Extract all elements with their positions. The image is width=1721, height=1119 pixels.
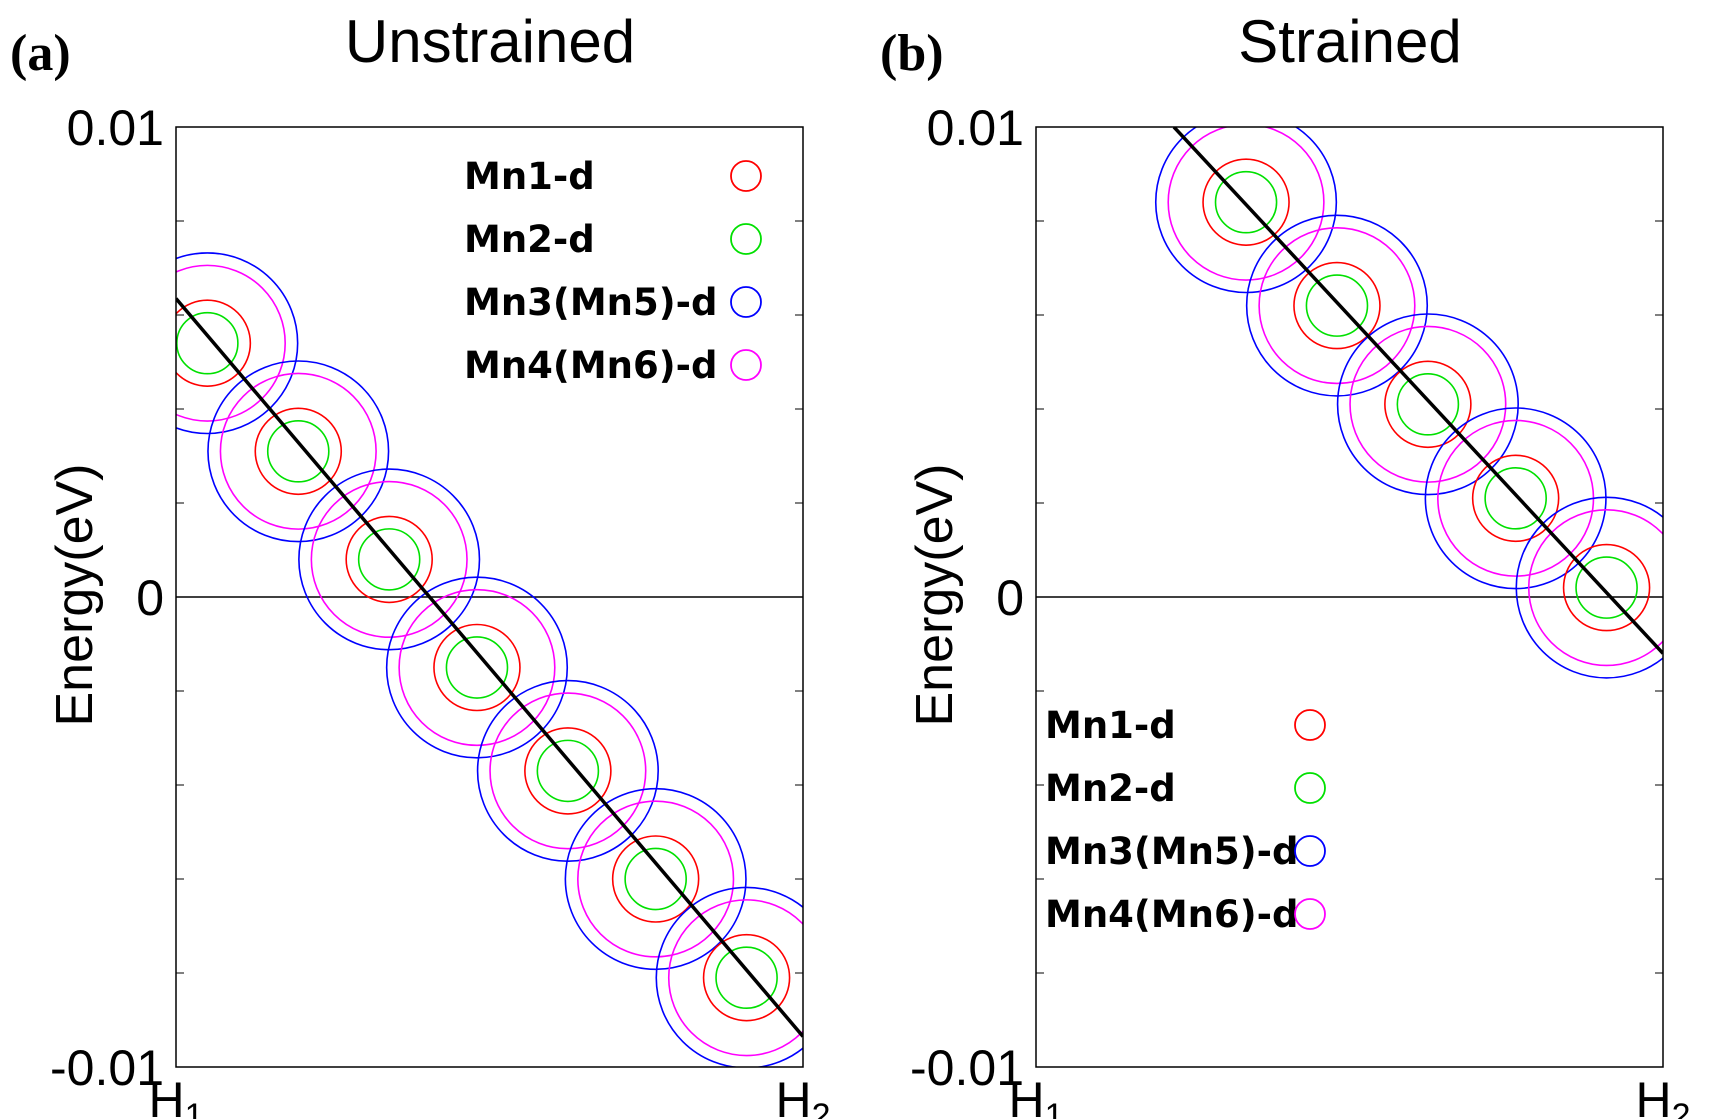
y-axis-label: Energy(eV) <box>906 464 964 727</box>
legend-marker <box>730 349 762 381</box>
x-tick-label: H1 <box>1008 1072 1063 1119</box>
legend-marker <box>1294 898 1326 930</box>
y-axis-label: Energy(eV) <box>46 464 104 727</box>
marker-mn2-d <box>1396 372 1460 436</box>
marker-mn2-d <box>536 739 600 803</box>
marker-mn4-mn6-d <box>176 264 286 422</box>
marker-mn4-mn6-d <box>219 372 377 530</box>
marker-mn3-mn5-d <box>1245 214 1429 397</box>
panel-label: (a) <box>10 25 71 82</box>
weight-markers <box>1154 127 1663 679</box>
plot-frame <box>1035 126 1664 1068</box>
marker-mn3-mn5-d <box>1515 496 1663 679</box>
marker-mn4-mn6-d <box>1167 127 1325 281</box>
marker-mn1-d <box>345 515 433 604</box>
legend-label: Mn3(Mn5)-d <box>464 281 717 324</box>
x-tick-sub: 1 <box>1045 1097 1064 1119</box>
x-tick-label: H2 <box>1635 1072 1690 1119</box>
y-tick-label: 0.01 <box>927 100 1024 156</box>
plot-frame <box>175 126 804 1068</box>
weight-markers <box>176 252 803 1067</box>
legend: Mn1-d Mn2-d Mn3(Mn5)-d Mn4(Mn6)-d <box>464 155 762 387</box>
marker-mn2-d <box>1575 556 1638 619</box>
legend-marker <box>730 286 762 318</box>
band-line <box>176 297 803 1038</box>
panel-title: Unstrained <box>345 8 635 75</box>
x-tick-label: H2 <box>775 1072 830 1119</box>
legend-label: Mn3(Mn5)-d <box>1045 830 1298 873</box>
x-tick-main: H <box>1635 1072 1671 1119</box>
marker-mn4-mn6-d <box>1349 325 1507 483</box>
x-tick-sub: 2 <box>812 1097 831 1119</box>
marker-mn4-mn6-d <box>1527 508 1663 667</box>
legend-label: Mn4(Mn6)-d <box>1045 893 1298 936</box>
marker-mn3-mn5-d <box>1336 313 1519 496</box>
legend-label: Mn2-d <box>464 218 595 261</box>
y-tick-label: 0 <box>996 570 1024 626</box>
marker-mn1-d <box>611 835 700 923</box>
x-tick-sub: 1 <box>185 1097 204 1119</box>
marker-mn3-mn5-d <box>385 576 569 759</box>
marker-mn4-mn6-d <box>667 899 803 1057</box>
marker-mn4-mn6-d <box>310 480 468 639</box>
marker-mn1-d <box>524 727 612 815</box>
legend-marker <box>730 223 762 255</box>
marker-mn2-d <box>357 528 421 591</box>
x-tick-label: H1 <box>148 1072 203 1119</box>
panel-title: Strained <box>1238 8 1461 75</box>
y-tick-label: -0.01 <box>50 1040 164 1096</box>
marker-mn2-d <box>176 311 239 375</box>
marker-mn4-mn6-d <box>1258 226 1416 385</box>
marker-mn3-mn5-d <box>176 252 299 435</box>
marker-mn1-d <box>1562 543 1651 632</box>
marker-mn1-d <box>433 623 521 712</box>
marker-mn4-mn6-d <box>489 692 647 850</box>
marker-mn1-d <box>176 299 252 387</box>
marker-mn2-d <box>1214 170 1278 234</box>
legend-label: Mn4(Mn6)-d <box>464 344 717 387</box>
marker-mn1-d <box>702 933 791 1022</box>
legend: Mn1-d Mn2-d Mn3(Mn5)-d Mn4(Mn6)-d <box>1045 704 1326 936</box>
x-tick-main: H <box>775 1072 811 1119</box>
legend-label: Mn1-d <box>464 155 595 198</box>
legend-marker <box>730 160 762 192</box>
marker-mn3-mn5-d <box>564 787 747 971</box>
y-tick-label: 0 <box>136 570 164 626</box>
x-tick-main: H <box>148 1072 184 1119</box>
marker-mn3-mn5-d <box>1154 127 1338 294</box>
marker-mn1-d <box>1202 158 1290 246</box>
y-tick-label: -0.01 <box>910 1040 1024 1096</box>
legend-label: Mn1-d <box>1045 704 1176 747</box>
marker-mn1-d <box>254 407 343 496</box>
marker-mn1-d <box>1293 261 1381 350</box>
x-tick-main: H <box>1008 1072 1044 1119</box>
band-line <box>1172 127 1663 655</box>
marker-mn2-d <box>445 636 509 699</box>
marker-mn4-mn6-d <box>398 588 556 747</box>
y-tick-label: 0.01 <box>67 100 164 156</box>
x-tick-sub: 2 <box>1672 1097 1691 1119</box>
marker-mn2-d <box>1484 466 1547 530</box>
marker-mn3-mn5-d <box>655 886 803 1067</box>
panel-label: (b) <box>880 25 944 82</box>
marker-mn3-mn5-d <box>207 360 390 543</box>
legend-label: Mn2-d <box>1045 767 1176 810</box>
legend-marker <box>1294 709 1326 741</box>
marker-mn1-d <box>1384 360 1472 449</box>
legend-marker <box>1294 772 1326 804</box>
marker-mn2-d <box>715 946 778 1010</box>
marker-mn4-mn6-d <box>577 800 735 958</box>
legend-marker <box>1294 835 1326 867</box>
marker-mn2-d <box>266 419 330 483</box>
marker-mn1-d <box>1471 454 1560 543</box>
marker-mn2-d <box>1305 274 1369 337</box>
marker-mn2-d <box>624 847 687 911</box>
